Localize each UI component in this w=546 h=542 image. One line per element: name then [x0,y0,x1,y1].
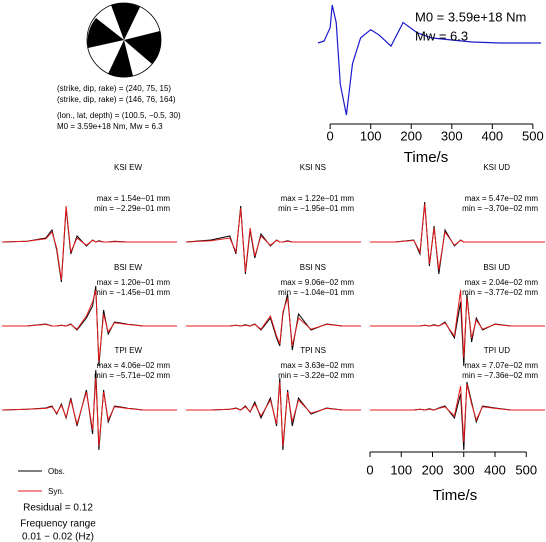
panel-title: KSI UD [483,163,510,172]
x-tick-label: 500 [515,462,537,477]
panel-title: KSI NS [300,163,326,172]
panel-max: max = 9.06e−02 mm [281,278,355,287]
waveform-obs [186,293,361,351]
x-axis-label: Time/s [404,149,448,166]
waveform-syn [1,377,177,447]
waveform-syn [370,383,545,443]
frequency-range: 0.01 − 0.02 (Hz) [22,532,94,542]
residual: Residual = 0.12 [23,503,93,514]
panel-min: min = −7.36e−02 mm [462,371,538,380]
panel-min: min = −1.95e−01 mm [278,204,354,213]
x-tick-label: 100 [360,128,382,143]
frequency-label: Frequency range [20,519,96,530]
mechanism-line: (strike, dip, rake) = (146, 76, 164) [57,95,176,104]
legend-label: Obs. [48,467,65,476]
stf-line [317,4,541,116]
panel-min: min = −2.29e−01 mm [94,204,170,213]
x-tick-label: 400 [481,128,503,143]
waveform-obs [186,377,361,451]
panel-max: max = 4.06e−02 mm [97,361,171,370]
panel-title: BSI NS [300,263,326,272]
waveform-obs [185,205,361,275]
x-tick-label: 300 [441,128,463,143]
mechanism-line: (strike, dip, rake) = (240, 75, 15) [57,84,171,93]
x-tick-label: 0 [327,128,334,143]
x-tick-label: 100 [390,462,412,477]
panel-min: min = −3.22e−02 mm [278,371,354,380]
waveform-syn [186,381,361,447]
waveform-syn [370,289,545,359]
panel-max: max = 7.07e−02 mm [465,361,539,370]
x-tick-label: 500 [522,128,544,143]
x-tick-label: 300 [453,462,475,477]
panel-min: min = −5.71e−02 mm [94,371,170,380]
annotation: Mw = 6.3 [415,28,468,43]
x-axis-label: Time/s [433,487,477,504]
panel-max: max = 5.47e−02 mm [465,194,539,203]
panel-title: KSI EW [114,163,142,172]
panel-min: min = −1.04e−01 mm [278,288,354,297]
waveform-syn [2,289,177,363]
x-tick-label: 200 [422,462,444,477]
waveform-syn [185,207,361,273]
panel-title: BSI EW [114,263,142,272]
x-tick-label: 200 [400,128,422,143]
mechanism-line: M0 = 3.59e+18 Nm, Mw = 6.3 [57,122,163,131]
panel-max: max = 2.04e−02 mm [465,278,539,287]
panel-max: max = 1.20e−01 mm [97,278,171,287]
panel-min: min = −3.70e−02 mm [462,204,538,213]
beachball [86,2,162,78]
annotation: M0 = 3.59e+18 Nm [415,9,526,24]
panel-title: TPI EW [114,346,142,355]
panel-min: min = −1.45e−01 mm [94,288,170,297]
waveform-obs [370,293,545,367]
panel-title: TPI UD [484,346,510,355]
waveform-syn [1,205,177,281]
panel-title: BSI UD [483,263,510,272]
waveform-obs [1,207,177,283]
panel-max: max = 3.63e−02 mm [281,361,355,370]
waveform-syn [186,297,361,347]
x-tick-label: 0 [366,462,373,477]
panel-title: TPI NS [300,346,326,355]
waveform-obs [370,381,545,451]
panel-max: max = 1.22e−01 mm [281,194,355,203]
panel-max: max = 1.54e−01 mm [97,194,171,203]
legend-label: Syn. [48,487,64,496]
x-tick-label: 400 [484,462,506,477]
waveform-syn [370,203,545,271]
mechanism-line: (lon., lat, depth) = (100.5, −0.5, 30) [57,111,181,120]
panel-min: min = −3.77e−02 mm [462,288,538,297]
